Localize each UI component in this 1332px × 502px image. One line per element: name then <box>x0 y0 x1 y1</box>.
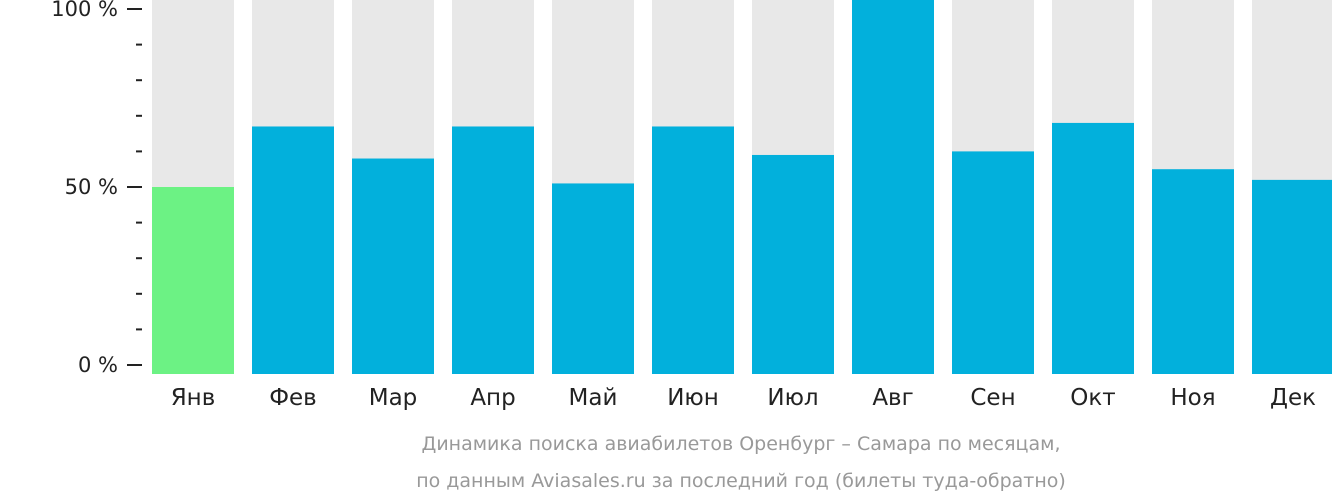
y-tick-label: 100 % <box>51 0 118 21</box>
x-tick-label: Дек <box>1270 385 1316 411</box>
x-tick-label: Июн <box>667 385 719 411</box>
x-tick-label: Апр <box>470 385 515 411</box>
x-tick-label: Фев <box>269 385 317 411</box>
bar-Авг[interactable] <box>852 0 934 374</box>
bar-Июн[interactable] <box>652 126 734 374</box>
bar-Янв[interactable] <box>152 187 234 374</box>
x-tick-label: Окт <box>1070 385 1115 411</box>
bar-Фев[interactable] <box>252 126 334 374</box>
chart-caption-line-1: Динамика поиска авиабилетов Оренбург – С… <box>421 433 1060 455</box>
y-axis: 0 % 50 % 100 % <box>51 0 142 377</box>
x-axis-labels: Янв Фев Мар Апр Май Июн Июл Авг Сен Окт Ноя Дек <box>171 385 1316 411</box>
y-tick-label: 0 % <box>78 353 118 377</box>
x-tick-label: Май <box>569 385 618 411</box>
x-tick-label: Июл <box>767 385 818 411</box>
y-tick-label: 50 % <box>65 175 118 199</box>
bar-Окт[interactable] <box>1052 122 1134 374</box>
bars <box>152 0 1332 374</box>
bar-Ноя[interactable] <box>1152 169 1234 374</box>
chart-caption-line-2: по данным Aviasales.ru за последний год … <box>416 470 1066 492</box>
x-tick-label: Янв <box>171 385 216 411</box>
x-tick-label: Авг <box>872 385 913 411</box>
bar-Май[interactable] <box>552 183 634 374</box>
bar-Июл[interactable] <box>752 154 834 374</box>
x-tick-label: Сен <box>970 385 1015 411</box>
bar-Дек[interactable] <box>1252 179 1332 374</box>
bar-Мар[interactable] <box>352 158 434 374</box>
bar-Апр[interactable] <box>452 126 534 374</box>
bar-Сен[interactable] <box>952 151 1034 374</box>
x-tick-label: Ноя <box>1170 385 1215 411</box>
x-tick-label: Мар <box>369 385 418 411</box>
